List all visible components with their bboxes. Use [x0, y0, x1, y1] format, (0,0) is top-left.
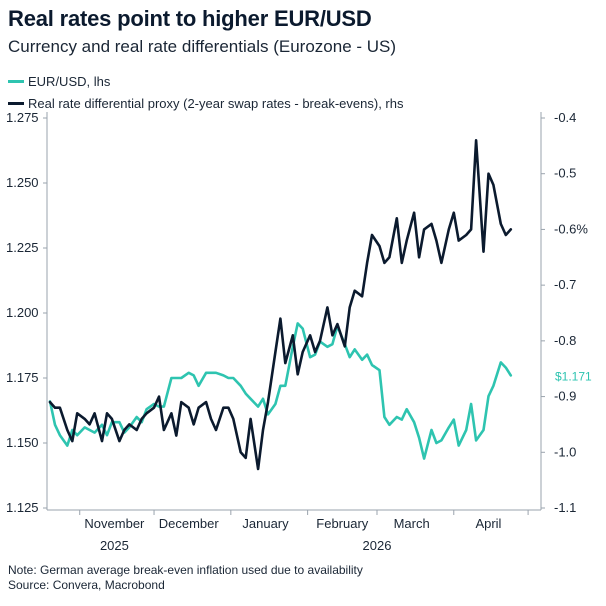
- right-axis-tick-label: -0.6%: [554, 221, 588, 236]
- x-axis-year-label: 2026: [363, 538, 392, 553]
- legend-swatch-real-rate: [8, 101, 24, 105]
- right-axis-tick-label: -0.5: [554, 166, 576, 181]
- left-axis-tick-label: 1.275: [6, 110, 39, 125]
- legend-label-real-rate: Real rate differential proxy (2-year swa…: [28, 95, 404, 111]
- legend-item-eurusd: EUR/USD, lhs: [8, 70, 403, 92]
- x-axis-year-label: 2025: [100, 538, 129, 553]
- chart-plot: 1.125 1.150 1.175 1.200 1.225 1.250 1.275 -1.1 -…: [6, 110, 592, 553]
- chart-title: Real rates point to higher EUR/USD: [8, 6, 372, 31]
- right-axis-tick-label: -1.1: [554, 500, 576, 515]
- left-axis-tick-label: 1.150: [6, 435, 39, 450]
- series-line-real-rate: [48, 139, 513, 471]
- right-axis-tick-label: -0.7: [554, 277, 576, 292]
- x-axis-tick-label: March: [394, 516, 430, 531]
- series-end-label: $1.171: [555, 369, 592, 383]
- x-axis-tick-label: February: [316, 516, 369, 531]
- legend-swatch-eurusd: [8, 79, 24, 83]
- x-axis-tick-label: January: [242, 516, 289, 531]
- x-axis-tick-label: November: [84, 516, 145, 531]
- legend-label-eurusd: EUR/USD, lhs: [28, 73, 111, 89]
- chart-subtitle: Currency and real rate differentials (Eu…: [8, 37, 397, 56]
- left-axis-tick-label: 1.225: [6, 240, 39, 255]
- right-axis-tick-label: -0.4: [554, 110, 576, 125]
- footer-source: Source: Convera, Macrobond: [8, 578, 165, 592]
- right-axis-tick-label: -1.0: [554, 444, 576, 459]
- right-axis-tick-label: -0.8: [554, 333, 576, 348]
- x-axis-tick-label: April: [475, 516, 501, 531]
- footer-note: Note: German average break-even inflatio…: [8, 563, 363, 577]
- x-axis-tick-label: December: [159, 516, 220, 531]
- chart-legend: EUR/USD, lhs Real rate differential prox…: [8, 70, 403, 114]
- legend-item-real-rate: Real rate differential proxy (2-year swa…: [8, 92, 403, 114]
- left-axis-tick-label: 1.175: [6, 370, 39, 385]
- left-axis-tick-label: 1.200: [6, 305, 39, 320]
- right-axis-tick-label: -0.9: [554, 389, 576, 404]
- left-axis-tick-label: 1.125: [6, 500, 39, 515]
- series-line-eurusd: [48, 322, 513, 460]
- left-axis-tick-label: 1.250: [6, 175, 39, 190]
- chart-footer: Note: German average break-even inflatio…: [8, 563, 363, 593]
